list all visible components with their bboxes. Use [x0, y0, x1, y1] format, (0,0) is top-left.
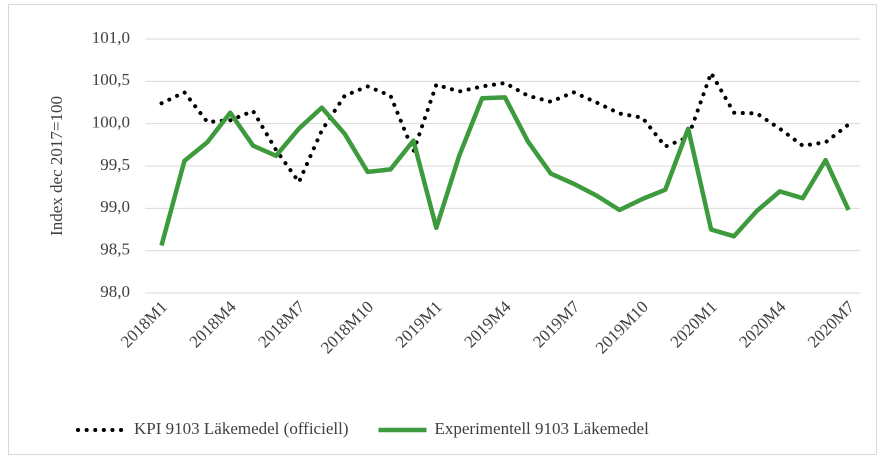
y-tick-label: 100,0 [92, 113, 130, 132]
y-tick-label: 101,0 [92, 28, 130, 47]
legend-label: KPI 9103 Läkemedel (officiell) [134, 419, 348, 438]
y-tick-label: 100,5 [92, 70, 130, 89]
chart-frame [8, 4, 877, 455]
y-tick-label: 98,5 [100, 240, 130, 259]
legend-label: Experimentell 9103 Läkemedel [434, 419, 649, 438]
data-line [159, 70, 851, 185]
y-tick-label: 98,0 [100, 282, 130, 301]
y-tick-label: 99,5 [100, 155, 130, 174]
y-tick-label: 99,0 [100, 197, 130, 216]
data-line [159, 95, 851, 247]
y-axis-label: Index dec 2017=100 [47, 96, 66, 236]
